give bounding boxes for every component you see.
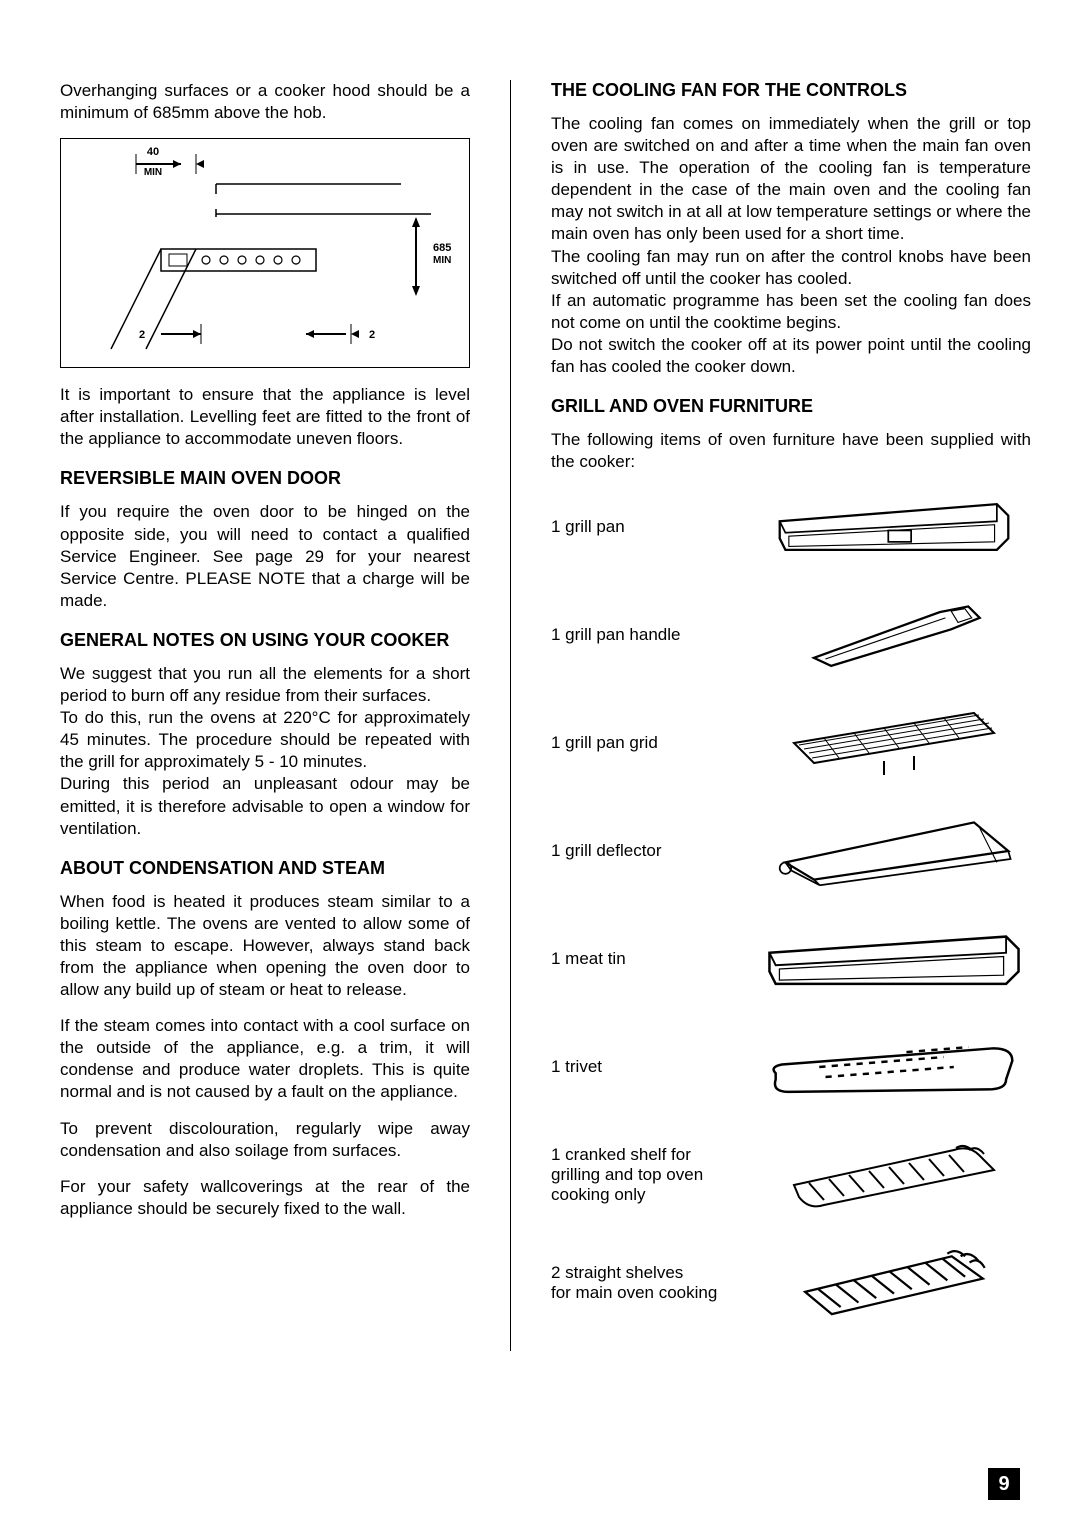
furniture-row: 1 grill pan handle <box>551 595 1031 675</box>
straight-shelf-icon <box>757 1243 1031 1323</box>
grill-deflector-icon <box>757 811 1031 891</box>
furniture-row: 1 grill pan grid <box>551 703 1031 783</box>
cranked-shelf-icon <box>757 1135 1031 1215</box>
two-column-layout: Overhanging surfaces or a cooker hood sh… <box>60 80 1020 1351</box>
furniture-row: 2 straight shelves for main oven cooking <box>551 1243 1031 1323</box>
paragraph-general: We suggest that you run all the elements… <box>60 663 470 840</box>
heading-cooling: THE COOLING FAN FOR THE CONTROLS <box>551 80 1031 101</box>
svg-text:2: 2 <box>369 329 375 341</box>
clearance-diagram: 40 MIN <box>60 138 470 368</box>
paragraph-cond2: If the steam comes into contact with a c… <box>60 1015 470 1103</box>
furniture-label: 1 grill pan <box>551 517 741 537</box>
right-column: THE COOLING FAN FOR THE CONTROLS The coo… <box>551 80 1031 1351</box>
clearance-svg: 40 MIN <box>61 139 471 369</box>
paragraph-furniture: The following items of oven furniture ha… <box>551 429 1031 473</box>
meat-tin-icon <box>757 919 1031 999</box>
furniture-row: 1 meat tin <box>551 919 1031 999</box>
furniture-row: 1 trivet <box>551 1027 1031 1107</box>
paragraph-cond3: To prevent discolouration, regularly wip… <box>60 1118 470 1162</box>
furniture-label: 1 grill pan grid <box>551 733 741 753</box>
grill-pan-grid-icon <box>757 703 1031 783</box>
level-note: It is important to ensure that the appli… <box>60 384 470 450</box>
paragraph-reversible: If you require the oven door to be hinge… <box>60 501 470 611</box>
grill-pan-handle-icon <box>757 595 1031 675</box>
furniture-label: 1 meat tin <box>551 949 741 969</box>
heading-general: GENERAL NOTES ON USING YOUR COOKER <box>60 630 470 651</box>
svg-text:685: 685 <box>433 242 451 254</box>
heading-reversible: REVERSIBLE MAIN OVEN DOOR <box>60 468 470 489</box>
trivet-icon <box>757 1027 1031 1107</box>
paragraph-cond1: When food is heated it produces steam si… <box>60 891 470 1001</box>
furniture-label: 1 cranked shelf for grilling and top ove… <box>551 1145 741 1205</box>
svg-text:2: 2 <box>139 329 145 341</box>
column-divider <box>510 80 511 1351</box>
paragraph-cond4: For your safety wallcoverings at the rea… <box>60 1176 470 1220</box>
svg-text:MIN: MIN <box>144 167 162 178</box>
heading-condensation: ABOUT CONDENSATION AND STEAM <box>60 858 470 879</box>
furniture-label: 1 grill deflector <box>551 841 741 861</box>
furniture-row: 1 grill deflector <box>551 811 1031 891</box>
furniture-label: 1 trivet <box>551 1057 741 1077</box>
furniture-row: 1 grill pan <box>551 487 1031 567</box>
furniture-label: 2 straight shelves for main oven cooking <box>551 1263 741 1303</box>
svg-text:40: 40 <box>147 146 159 158</box>
paragraph-cooling: The cooling fan comes on immediately whe… <box>551 113 1031 378</box>
svg-text:MIN: MIN <box>433 255 451 266</box>
grill-pan-icon <box>757 487 1031 567</box>
page-number: 9 <box>988 1468 1020 1500</box>
intro-paragraph: Overhanging surfaces or a cooker hood sh… <box>60 80 470 124</box>
furniture-label: 1 grill pan handle <box>551 625 741 645</box>
left-column: Overhanging surfaces or a cooker hood sh… <box>60 80 470 1351</box>
heading-furniture: GRILL AND OVEN FURNITURE <box>551 396 1031 417</box>
furniture-row: 1 cranked shelf for grilling and top ove… <box>551 1135 1031 1215</box>
